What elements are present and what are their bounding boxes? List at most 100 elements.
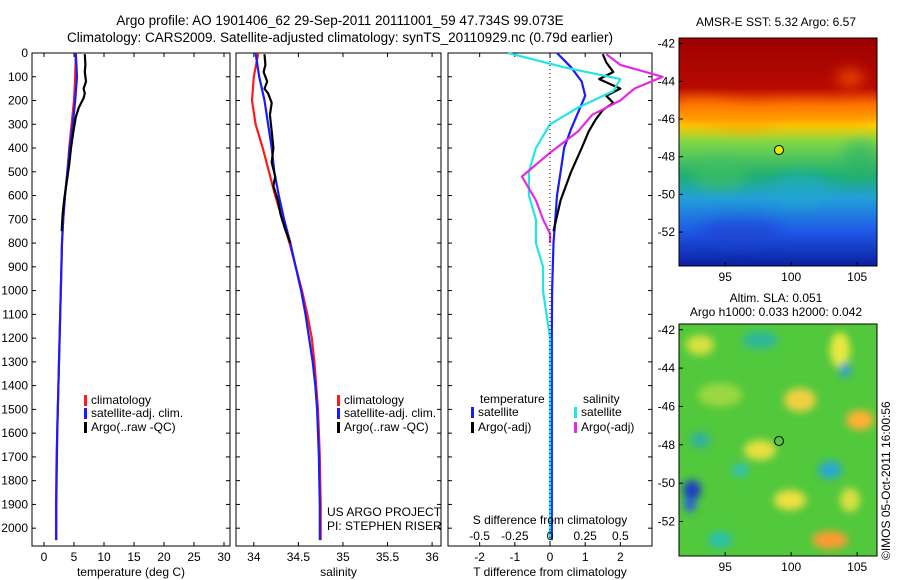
legend-climatology-swatch — [337, 395, 340, 406]
sst-cyan-patch — [770, 172, 830, 208]
x-tick-label: 5 — [71, 550, 78, 564]
x-tick-label: 0 — [41, 550, 48, 564]
sla-anomaly — [812, 531, 848, 549]
legend-satellite-adj-label: satellite-adj. clim. — [91, 406, 183, 420]
x-tick-label: 20 — [157, 550, 171, 564]
map-y-tick-label: -44 — [658, 361, 676, 375]
legend-satellite-adj-label: satellite-adj. clim. — [344, 406, 436, 420]
salinity-series-climatology — [250, 52, 322, 541]
temperature-series-satellite-adj-clim- — [55, 52, 79, 541]
y-tick-label: 400 — [8, 141, 28, 155]
map-x-tick-label: 105 — [847, 560, 867, 574]
x-tick-label: 1 — [582, 550, 589, 564]
s-tick-label: 0.5 — [612, 529, 629, 543]
x-tick-label: 30 — [217, 550, 231, 564]
salinity-plot-frame — [235, 52, 442, 547]
sst-warm-eddy — [836, 68, 864, 88]
y-tick-label: 500 — [8, 165, 28, 179]
sla-anomaly — [698, 383, 742, 407]
y-tick-label: 900 — [8, 260, 28, 274]
y-tick-label: 0 — [21, 46, 28, 60]
x-tick-label: -2 — [474, 550, 485, 564]
map-y-tick-label: -52 — [658, 514, 676, 528]
map-x-tick-label: 95 — [719, 270, 733, 284]
sla-map-frame — [678, 323, 878, 557]
x-tick-label: -1 — [509, 550, 520, 564]
sla-map-title-line1: Altim. SLA: 0.051 — [730, 291, 823, 305]
legend-s-satellite-label: satellite — [581, 405, 622, 419]
sst-map-axes: 95 100 105 -42 -44 -46 -48 -50 -52 — [658, 37, 868, 284]
map-y-tick-label: -52 — [658, 225, 676, 239]
legend-argo-label: Argo(..raw -QC) — [91, 420, 176, 434]
legend-climatology-swatch — [84, 395, 87, 406]
s-tick-label: 0.25 — [573, 529, 597, 543]
legend-argo-swatch — [84, 422, 87, 433]
sst-blue-patch — [700, 218, 780, 246]
legend-header-salinity: salinity — [583, 392, 620, 406]
figure-title-line2: Climatology: CARS2009. Satellite-adjuste… — [67, 30, 613, 45]
imos-watermark: ©IMOS 05-Oct-2011 16:00:56 — [879, 401, 893, 560]
y-tick-label: 1200 — [1, 331, 28, 345]
sla-anomaly — [686, 335, 714, 355]
sst-map-frame — [678, 37, 878, 267]
x-tick-label: 10 — [97, 550, 111, 564]
sla-anomaly — [708, 532, 732, 548]
x-tick-label: 35 — [336, 550, 350, 564]
difference-series-argo-adj- — [520, 53, 664, 244]
legend-s-argo-swatch — [574, 422, 577, 433]
sla-anomaly — [846, 410, 874, 430]
x-axis-label: salinity — [320, 565, 357, 579]
map-y-tick-label: -46 — [658, 112, 676, 126]
sla-anomaly — [818, 461, 842, 479]
sst-green-patch-2 — [842, 140, 877, 180]
y-tick-label: 1600 — [1, 426, 28, 440]
y-tick-label: 1700 — [1, 450, 28, 464]
map-y-tick-label: -48 — [658, 438, 676, 452]
map-y-tick-label: -42 — [658, 323, 676, 337]
x-axis-label: T difference from climatology — [473, 565, 627, 579]
sla-argo-location-marker — [774, 436, 784, 446]
salinity-series-satellite-adj-clim- — [254, 52, 321, 541]
temperature-panel: 0100200300400500600700800900100011001200… — [1, 46, 231, 579]
map-x-tick-label: 100 — [781, 270, 801, 284]
map-y-tick-label: -42 — [658, 37, 676, 51]
sla-map-axes: 95 100 105 -42 -44 -46 -48 -50 -52 — [658, 323, 868, 574]
sla-map-title-line2: Argo h1000: 0.033 h2000: 0.042 — [690, 305, 862, 319]
sst-front-warm — [679, 97, 877, 132]
legend-t-satellite-label: satellite — [478, 405, 519, 419]
sla-anomaly — [684, 498, 696, 512]
y-tick-label: 200 — [8, 94, 28, 108]
legend-satellite-adj-swatch — [337, 408, 340, 419]
legend-t-satellite-swatch — [471, 407, 474, 418]
s-tick-label: 0 — [547, 529, 554, 543]
y-tick-label: 300 — [8, 117, 28, 131]
s-tick-label: -0.25 — [501, 529, 529, 543]
legend-header-temperature: temperature — [480, 392, 545, 406]
sla-anomaly — [784, 388, 816, 412]
legend-argo-label: Argo(..raw -QC) — [344, 420, 429, 434]
y-tick-label: 1800 — [1, 474, 28, 488]
map-x-tick-label: 95 — [719, 560, 733, 574]
s-axis-label: S difference from climatology — [473, 513, 628, 527]
sla-anomaly — [840, 488, 860, 512]
x-tick-label: 2 — [617, 550, 624, 564]
map-y-tick-label: -50 — [658, 187, 676, 201]
salinity-series-argo-raw-qc- — [262, 54, 292, 244]
sla-anomaly — [690, 432, 710, 448]
y-tick-label: 1300 — [1, 355, 28, 369]
x-tick-label: 25 — [187, 550, 201, 564]
legend-t-argo-label: Argo(-adj) — [478, 420, 531, 434]
legend-t-argo-swatch — [471, 422, 474, 433]
map-y-tick-label: -50 — [658, 476, 676, 490]
sla-anomaly — [742, 331, 778, 349]
x-tick-label: 34.5 — [287, 550, 311, 564]
sla-anomaly — [774, 490, 806, 510]
y-tick-label: 1400 — [1, 379, 28, 393]
figure-title-line1: Argo profile: AO 1901406_62 29-Sep-2011 … — [116, 13, 563, 28]
legend-climatology-label: climatology — [91, 393, 151, 407]
sst-map-title: AMSR-E SST: 5.32 Argo: 6.57 — [696, 15, 856, 29]
map-y-tick-label: -46 — [658, 399, 676, 413]
legend-s-satellite-swatch — [574, 407, 577, 418]
s-tick-label: -0.5 — [469, 529, 490, 543]
x-tick-label: 35.5 — [376, 550, 400, 564]
